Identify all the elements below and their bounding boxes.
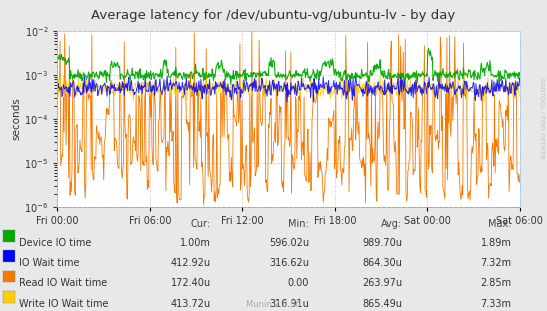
Text: 7.33m: 7.33m (480, 299, 511, 309)
Text: 2.85m: 2.85m (480, 278, 511, 288)
Text: Munin 2.0.56: Munin 2.0.56 (246, 300, 301, 309)
Text: 316.62u: 316.62u (269, 258, 309, 268)
Text: Cur:: Cur: (190, 219, 211, 229)
Text: 596.02u: 596.02u (269, 238, 309, 248)
Text: Average latency for /dev/ubuntu-vg/ubuntu-lv - by day: Average latency for /dev/ubuntu-vg/ubunt… (91, 9, 456, 22)
Text: IO Wait time: IO Wait time (19, 258, 80, 268)
Text: 7.32m: 7.32m (480, 258, 511, 268)
Y-axis label: seconds: seconds (11, 98, 21, 140)
Text: Max:: Max: (488, 219, 511, 229)
Text: Read IO Wait time: Read IO Wait time (19, 278, 107, 288)
Text: 865.49u: 865.49u (362, 299, 402, 309)
Text: 1.00m: 1.00m (180, 238, 211, 248)
Text: Avg:: Avg: (381, 219, 402, 229)
Text: 172.40u: 172.40u (171, 278, 211, 288)
Text: 413.72u: 413.72u (171, 299, 211, 309)
Text: 864.30u: 864.30u (362, 258, 402, 268)
Text: Device IO time: Device IO time (19, 238, 91, 248)
Text: 1.89m: 1.89m (481, 238, 511, 248)
Text: RRDTOOL / TOBI OETIKER: RRDTOOL / TOBI OETIKER (539, 78, 544, 159)
Text: 989.70u: 989.70u (362, 238, 402, 248)
Text: 0.00: 0.00 (288, 278, 309, 288)
Text: 316.91u: 316.91u (269, 299, 309, 309)
Text: 412.92u: 412.92u (171, 258, 211, 268)
Text: Min:: Min: (288, 219, 309, 229)
Text: Write IO Wait time: Write IO Wait time (19, 299, 109, 309)
Text: 263.97u: 263.97u (362, 278, 402, 288)
